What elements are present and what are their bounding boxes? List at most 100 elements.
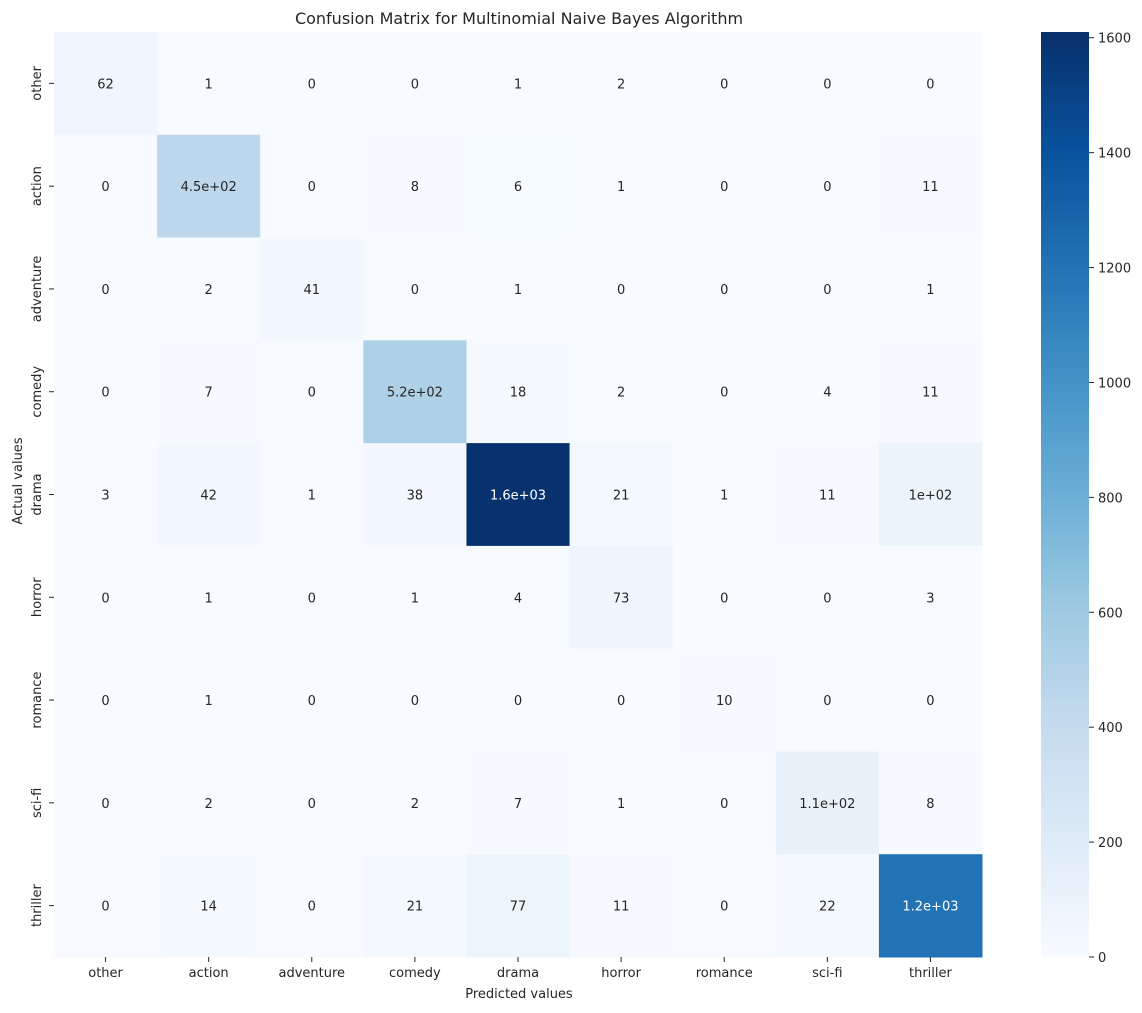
cell-annotation: 0	[823, 180, 831, 195]
cell-annotation: 0	[101, 797, 109, 812]
cell-annotation: 18	[510, 386, 527, 401]
cell-annotation: 0	[101, 386, 109, 401]
heatmap-cell	[775, 237, 880, 341]
heatmap-cell	[157, 443, 261, 547]
cell-annotation: 1.2e+03	[902, 900, 958, 915]
cell-annotation: 0	[308, 797, 316, 812]
cell-annotation: 0	[720, 77, 728, 92]
cell-annotation: 0	[720, 797, 728, 812]
heatmap-cell	[363, 134, 467, 239]
cell-annotation: 2	[205, 797, 213, 812]
heatmap-cell	[466, 751, 571, 855]
cell-annotation: 0	[101, 591, 109, 606]
cell-annotation: 1	[308, 489, 316, 504]
cell-annotation: 21	[613, 489, 630, 504]
cell-annotation: 1	[205, 591, 213, 606]
heatmap-cell	[260, 443, 364, 547]
heatmap-cell	[157, 134, 261, 239]
cell-annotation: 0	[101, 283, 109, 298]
heatmap-cell	[260, 854, 364, 958]
cell-annotation: 8	[411, 180, 419, 195]
heatmap-cell	[363, 751, 467, 855]
colorbar-ticks: 0 200 400 600 800 1000 1200 1400 1600	[1089, 32, 1131, 966]
heatmap-cell	[260, 751, 364, 855]
cell-annotation: 0	[101, 900, 109, 915]
heatmap-cell	[466, 443, 571, 547]
y-tick-label: adventure	[30, 256, 45, 323]
y-tick-label: sci-fi	[30, 788, 45, 818]
y-axis-ticks: other action adventure comedy drama horror rom…	[30, 65, 54, 927]
x-tick-label: action	[189, 966, 229, 981]
heatmap-cell	[363, 648, 467, 752]
heatmap-cell	[363, 32, 467, 136]
cell-annotation: 11	[922, 386, 939, 401]
cell-annotation: 11	[613, 900, 630, 915]
heatmap-cell	[569, 545, 674, 650]
x-tick-label: comedy	[389, 966, 441, 981]
cell-annotation: 2	[617, 77, 625, 92]
y-tick-label: comedy	[30, 366, 45, 418]
cell-annotation: 0	[411, 694, 419, 709]
cell-annotation: 0	[823, 591, 831, 606]
y-tick-label: drama	[30, 473, 45, 515]
heatmap-cell	[260, 545, 364, 650]
cell-annotation: 62	[97, 77, 114, 92]
heatmap-cell	[363, 854, 467, 958]
heatmap-cell	[466, 648, 571, 752]
colorbar-tick-label: 1600	[1098, 32, 1131, 47]
heatmap-cell	[466, 237, 571, 341]
heatmap-cell	[157, 751, 261, 855]
heatmap-cell	[775, 340, 880, 444]
cell-annotation: 5.2e+02	[387, 386, 443, 401]
cell-annotation: 1e+02	[909, 489, 953, 504]
heatmap-cell	[775, 545, 880, 650]
cell-annotation: 0	[308, 694, 316, 709]
heatmap-cell	[54, 237, 158, 341]
heatmap-cell	[878, 340, 983, 444]
cell-annotation: 1	[720, 489, 728, 504]
cell-annotation: 1	[205, 77, 213, 92]
colorbar-tick-label: 1000	[1098, 376, 1131, 391]
heatmap-cell	[363, 237, 467, 341]
cell-annotation: 0	[617, 694, 625, 709]
heatmap-cell	[157, 545, 261, 650]
cell-annotation: 42	[200, 489, 217, 504]
cell-annotation: 0	[617, 283, 625, 298]
x-tick-label: drama	[497, 966, 539, 981]
cell-annotation: 7	[205, 386, 213, 401]
cell-annotation: 3	[101, 489, 109, 504]
heatmap-cell	[569, 648, 674, 752]
cell-annotation: 22	[819, 900, 836, 915]
x-tick-label: other	[88, 966, 123, 981]
cell-annotation: 4	[514, 591, 522, 606]
heatmap-cell	[260, 237, 364, 341]
heatmap-cell	[54, 648, 158, 752]
heatmap-cell	[878, 648, 983, 752]
heatmap-cell	[363, 443, 467, 547]
heatmap-cell	[672, 443, 777, 547]
cell-annotation: 0	[101, 694, 109, 709]
cell-annotation: 0	[308, 77, 316, 92]
heatmap-cell	[157, 340, 261, 444]
colorbar-tick-label: 800	[1098, 491, 1123, 506]
heatmap-cell	[569, 134, 674, 239]
heatmap-cell	[775, 32, 880, 136]
chart-title: Confusion Matrix for Multinomial Naive B…	[295, 9, 743, 28]
heatmap-cell	[363, 545, 467, 650]
cell-annotation: 0	[308, 180, 316, 195]
heatmap-cell	[672, 751, 777, 855]
cell-annotation: 0	[926, 694, 934, 709]
cell-annotation: 0	[720, 180, 728, 195]
cell-annotation: 2	[205, 283, 213, 298]
heatmap-cell	[775, 134, 880, 239]
cell-annotation: 0	[411, 77, 419, 92]
heatmap-cell	[260, 32, 364, 136]
cell-annotation: 38	[407, 489, 424, 504]
y-tick-label: romance	[30, 672, 45, 729]
cell-annotation: 8	[926, 797, 934, 812]
cell-annotation: 0	[720, 386, 728, 401]
y-tick-label: action	[30, 166, 45, 206]
heatmap-cell	[775, 443, 880, 547]
heatmap-cell	[569, 443, 674, 547]
heatmap-cell	[54, 443, 158, 547]
